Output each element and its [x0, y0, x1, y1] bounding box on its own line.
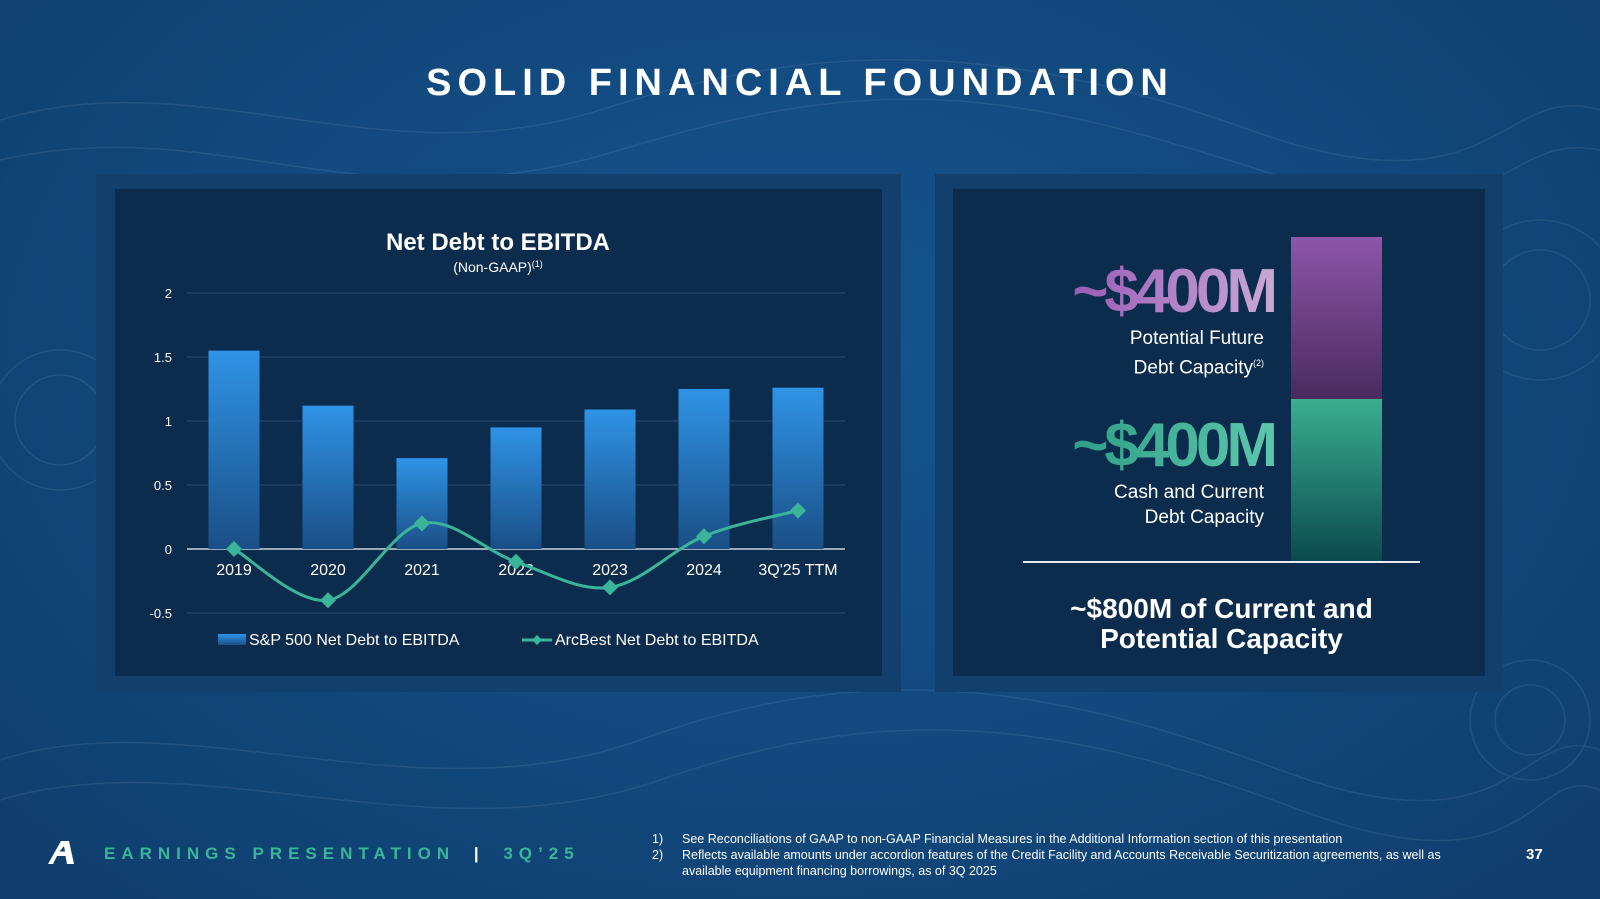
- x-tick-label: 2021: [404, 562, 440, 579]
- legend-bar-label: S&P 500 Net Debt to EBITDA: [249, 632, 460, 649]
- chart-title: Net Debt to EBITDA: [386, 229, 610, 256]
- bar-2023: [584, 409, 636, 549]
- chart-subtitle: (Non-GAAP)(1): [453, 259, 543, 275]
- total-capacity-text: ~$800M of Current and Potential Capacity: [1023, 594, 1420, 654]
- footnote-2: 2) Reflects available amounts under acco…: [652, 847, 1482, 879]
- current-capacity-label-line2: Debt Capacity: [1144, 507, 1264, 528]
- x-tick-label: 3Q'25 TTM: [758, 562, 837, 579]
- future-capacity-label-line2: Debt Capacity: [1133, 357, 1253, 379]
- x-tick-label: 2019: [216, 562, 252, 579]
- future-capacity-label-line1: Potential Future: [1129, 328, 1264, 349]
- y-axis-ticks: 2 1.5 1 0.5 0 -0.5: [150, 286, 172, 621]
- page-number: 37: [1526, 846, 1543, 863]
- line-point-2021: [414, 515, 430, 532]
- current-capacity-label-line1: Cash and Current: [1114, 482, 1264, 503]
- legend-line-label: ArcBest Net Debt to EBITDA: [555, 632, 759, 649]
- footer-separator: |: [473, 844, 485, 863]
- y-tick-label: -0.5: [150, 606, 172, 621]
- net-debt-chart: Net Debt to EBITDA (Non-GAAP)(1) 2 1.5 1 0.…: [150, 229, 845, 649]
- x-tick-label: 2023: [592, 562, 628, 579]
- line-point-2024: [696, 528, 712, 545]
- line-series: [226, 502, 806, 609]
- line-point-2020: [320, 592, 336, 609]
- line-point-2019: [226, 541, 242, 557]
- footnote-text: See Reconciliations of GAAP to non-GAAP …: [682, 832, 1343, 846]
- legend-bar-swatch: [218, 634, 246, 645]
- footer-presentation-label: EARNINGS PRESENTATION: [104, 844, 456, 863]
- footnotes: 1) See Reconciliations of GAAP to non-GA…: [652, 831, 1482, 879]
- current-capacity-value-graphic: ~$400M: [1072, 411, 1276, 480]
- footnote-number: 2): [652, 848, 664, 862]
- x-tick-label: 2024: [686, 562, 722, 579]
- slide-title: SOLID FINANCIAL FOUNDATION: [426, 62, 1174, 104]
- future-capacity-bar: [1291, 237, 1382, 399]
- total-capacity-line1: ~$800M of Current and: [1070, 593, 1373, 624]
- arcbest-logo-icon: [48, 841, 74, 864]
- chart-legend: S&P 500 Net Debt to EBITDA ArcBest Net De…: [218, 632, 759, 649]
- bar-2020: [302, 405, 354, 549]
- future-capacity-value: ~$400M: [1072, 257, 1274, 326]
- bar-2021: [396, 458, 448, 549]
- y-tick-label: 1.5: [154, 350, 172, 365]
- y-tick-label: 2: [165, 286, 172, 301]
- x-axis-labels: 2019 2020 2021 2022 2023 2024 3Q'25 TTM: [216, 562, 837, 579]
- bar-series: [208, 350, 824, 549]
- line-point-3Q'25 TTM: [790, 502, 806, 519]
- footer-label: EARNINGS PRESENTATION | 3Q’25: [104, 844, 580, 864]
- bar-2019: [208, 350, 260, 549]
- y-tick-label: 1: [165, 414, 172, 429]
- capacity-panel: [953, 189, 1485, 676]
- legend-line-marker: [532, 635, 542, 645]
- line-point-2022: [508, 553, 524, 570]
- future-capacity-value-graphic: ~$400M: [1072, 257, 1276, 326]
- x-tick-label: 2020: [310, 562, 346, 579]
- line-point-2023: [602, 579, 618, 596]
- total-capacity-line2: Potential Capacity: [1100, 623, 1343, 654]
- current-capacity-value: ~$400M: [1072, 411, 1274, 480]
- bar-2024: [678, 389, 730, 549]
- footnote-number: 1): [652, 832, 664, 846]
- capacity-baseline: [1023, 561, 1420, 563]
- bar-2022: [490, 427, 542, 549]
- footnote-text: Reflects available amounts under accordi…: [682, 848, 1441, 878]
- y-tick-label: 0.5: [154, 478, 172, 493]
- footer-period: 3Q’25: [503, 844, 580, 863]
- footnote-1: 1) See Reconciliations of GAAP to non-GA…: [652, 831, 1482, 847]
- footnote-marker: (2): [1253, 358, 1264, 368]
- current-capacity-label: Cash and Current Debt Capacity: [1040, 480, 1264, 530]
- y-tick-label: 0: [165, 542, 172, 557]
- current-capacity-bar: [1291, 399, 1382, 561]
- bar-3Q'25 TTM: [772, 387, 824, 549]
- future-capacity-label: Potential Future Debt Capacity(2): [1040, 326, 1264, 380]
